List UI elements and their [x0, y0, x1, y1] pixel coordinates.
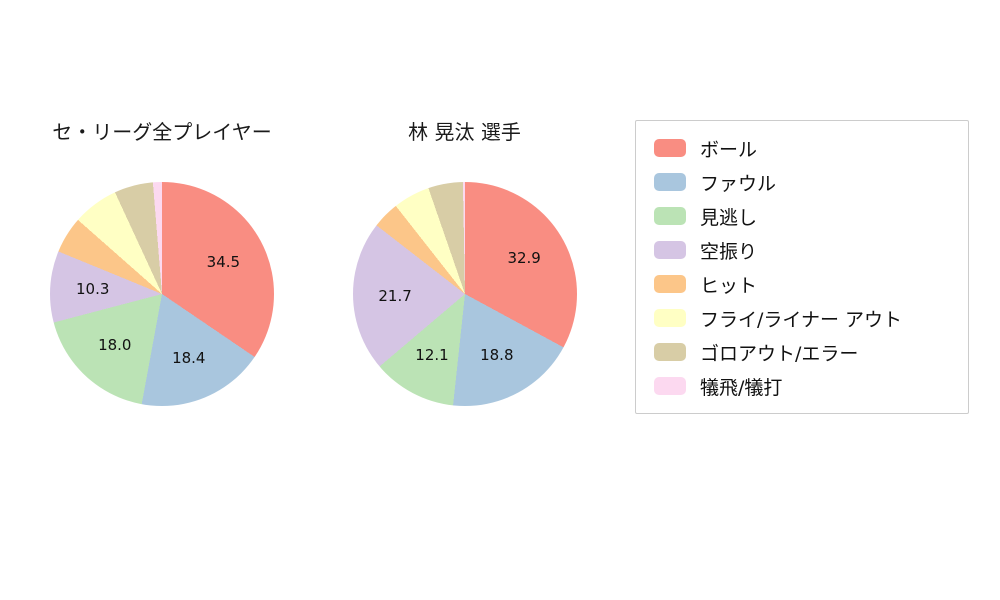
pie-title-player: 林 晃汰 選手 — [408, 120, 521, 144]
legend-item: フライ/ライナー アウト — [636, 301, 968, 335]
pie-chart-league: 34.5 18.4 18.0 10.3 — [50, 182, 274, 406]
slice-label: 34.5 — [206, 252, 241, 271]
slice-label: 18.8 — [480, 346, 514, 365]
legend-label: ボール — [700, 138, 758, 161]
legend-item: 空振り — [636, 233, 968, 267]
legend-swatch — [654, 377, 686, 395]
legend-label: ヒット — [700, 274, 758, 297]
legend-swatch — [654, 173, 686, 191]
pie-title-league: セ・リーグ全プレイヤー — [52, 120, 272, 144]
slice-label: 10.3 — [76, 280, 110, 299]
slice-label: 18.0 — [98, 335, 132, 354]
slice-label: 21.7 — [378, 286, 412, 305]
slice-label: 32.9 — [507, 249, 541, 268]
legend-label: ファウル — [700, 172, 777, 195]
slice-label: 18.4 — [172, 349, 206, 368]
legend-item: ヒット — [636, 267, 968, 301]
legend-swatch — [654, 207, 686, 225]
slice-label: 12.1 — [415, 346, 449, 365]
legend-item: ゴロアウト/エラー — [636, 335, 968, 369]
legend-swatch — [654, 343, 686, 361]
legend-item: ボール — [636, 131, 968, 165]
legend-item: ファウル — [636, 165, 968, 199]
legend-swatch — [654, 241, 686, 259]
pie-chart-league-block: セ・リーグ全プレイヤー 34.5 18.4 18.0 10.3 — [22, 118, 302, 406]
legend: ボールファウル見逃し空振りヒットフライ/ライナー アウト ゴロアウト/エラー 犠飛/… — [635, 120, 969, 414]
legend-swatch — [654, 275, 686, 293]
pie-chart-player: 32.9 18.8 12.1 21.7 — [352, 182, 577, 406]
legend-label: 見逃し — [700, 206, 758, 229]
pie-chart-player-block: 林 晃汰 選手 32.9 18.8 12.1 21.7 — [352, 118, 577, 406]
legend-swatch — [654, 139, 686, 157]
legend-swatch — [654, 309, 686, 327]
legend-item: 見逃し — [636, 199, 968, 233]
legend-item: 犠飛/犠打 — [636, 369, 968, 403]
legend-items: ボールファウル見逃し空振りヒットフライ/ライナー アウト ゴロアウト/エラー 犠飛/… — [636, 131, 968, 403]
legend-label: 空振り — [700, 240, 758, 263]
legend-label: 犠飛/犠打 — [700, 376, 783, 399]
legend-label: ゴロアウト/エラー — [700, 342, 859, 365]
legend-label: フライ/ライナー アウト — [700, 308, 903, 331]
